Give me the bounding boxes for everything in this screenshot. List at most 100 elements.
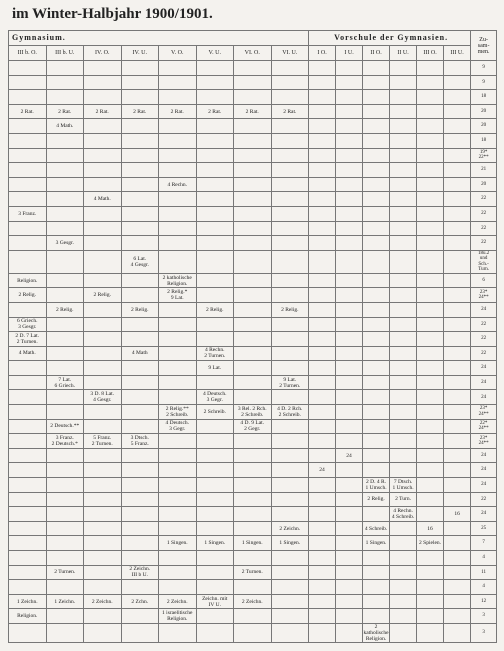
total-cell: 20 [470, 118, 498, 134]
total-cell: 22 [470, 205, 498, 222]
table-row: 2 Relig. 2 Relig. 2 Relig. 2 Relig. 24 [8, 301, 498, 318]
table-row: 18 [8, 89, 498, 105]
empty-cell [83, 462, 122, 479]
total-cell: 18 [470, 132, 498, 149]
empty-cell [308, 331, 337, 347]
table-row: 24 24 [8, 447, 498, 464]
empty-cell [443, 132, 472, 149]
empty-cell [158, 520, 197, 537]
empty-cell [308, 608, 337, 624]
empty-cell [195, 249, 234, 274]
empty-cell [8, 220, 47, 237]
empty-cell [158, 147, 197, 164]
cell: 16 [416, 520, 445, 537]
empty-cell [308, 520, 337, 537]
column-header: III O. [416, 45, 445, 61]
cell: 2 Relig. [120, 301, 159, 318]
total-cell: 4 [470, 550, 498, 566]
empty-cell [335, 316, 364, 333]
empty-cell [443, 433, 472, 449]
empty-cell [233, 191, 272, 207]
empty-cell [233, 89, 272, 105]
empty-cell [233, 287, 272, 303]
empty-cell [45, 506, 84, 522]
empty-cell [308, 593, 337, 610]
empty-cell [362, 272, 391, 289]
cell: 2 Spielen. [416, 535, 445, 551]
empty-cell [233, 176, 272, 193]
empty-cell [416, 360, 445, 376]
total-cell: 9 [470, 74, 498, 91]
empty-cell [389, 593, 418, 610]
empty-cell [362, 287, 391, 303]
empty-cell [45, 491, 84, 508]
empty-cell [158, 506, 197, 522]
empty-cell [308, 418, 337, 435]
table-row: 9 [8, 74, 498, 91]
empty-cell [83, 491, 122, 508]
empty-cell [83, 132, 122, 149]
empty-cell [233, 205, 272, 222]
empty-cell [195, 491, 234, 508]
empty-cell [270, 506, 310, 522]
cell: 1 Singen. [195, 535, 234, 551]
empty-cell [389, 374, 418, 391]
empty-cell [416, 191, 445, 207]
column-header: I O. [308, 45, 337, 61]
cell: 2 Turnen. [233, 564, 272, 581]
cell: 4 Math. [45, 118, 84, 134]
cell: 2 Rat. [233, 103, 272, 120]
empty-cell [389, 60, 418, 76]
table-row: 2 Rat. 2 Rat. 2 Rat. 2 Rat. 2 Rat. 2 Rat. 2 Ra… [8, 103, 498, 120]
empty-cell [83, 331, 122, 347]
empty-cell [362, 331, 391, 347]
empty-cell [120, 418, 159, 435]
empty-cell [362, 433, 391, 449]
empty-cell [443, 491, 472, 508]
total-cell: 22 [470, 316, 498, 333]
empty-cell [335, 205, 364, 222]
empty-cell [83, 60, 122, 76]
empty-cell [443, 520, 472, 537]
empty-cell [233, 550, 272, 566]
column-header: IV. O. [83, 45, 122, 61]
cell: 3 Gesgr. [45, 235, 84, 251]
empty-cell [195, 205, 234, 222]
empty-cell [45, 389, 84, 406]
empty-cell [443, 535, 472, 551]
cell: 2 katholische Religion. [158, 272, 197, 289]
table-row: 19* 22** [8, 147, 498, 164]
empty-cell [335, 462, 364, 479]
empty-cell [233, 147, 272, 164]
empty-cell [389, 162, 418, 178]
empty-cell [83, 579, 122, 595]
empty-cell [308, 564, 337, 581]
column-header: IV. U. [120, 45, 159, 61]
empty-cell [45, 132, 84, 149]
empty-cell [335, 220, 364, 237]
cell: 1 Singen. [362, 535, 391, 551]
empty-cell [389, 301, 418, 318]
empty-cell [362, 316, 391, 333]
empty-cell [83, 147, 122, 164]
total-cell: 24 [470, 389, 498, 406]
total-cell: 18u.2 und Sch.- Turn. [470, 249, 498, 274]
empty-cell [233, 235, 272, 251]
empty-cell [308, 147, 337, 164]
cell: 4 Math. [83, 191, 122, 207]
cell: 24 [308, 462, 337, 479]
cell: 2 Relig. [45, 301, 84, 318]
empty-cell [308, 535, 337, 551]
empty-cell [83, 360, 122, 376]
empty-cell [335, 249, 364, 274]
empty-cell [270, 491, 310, 508]
empty-cell [362, 60, 391, 76]
empty-cell [158, 249, 197, 274]
empty-cell [158, 579, 197, 595]
empty-cell [270, 235, 310, 251]
empty-cell [158, 205, 197, 222]
empty-cell [8, 74, 47, 91]
empty-cell [416, 389, 445, 406]
empty-cell [362, 118, 391, 134]
empty-cell [443, 103, 472, 120]
